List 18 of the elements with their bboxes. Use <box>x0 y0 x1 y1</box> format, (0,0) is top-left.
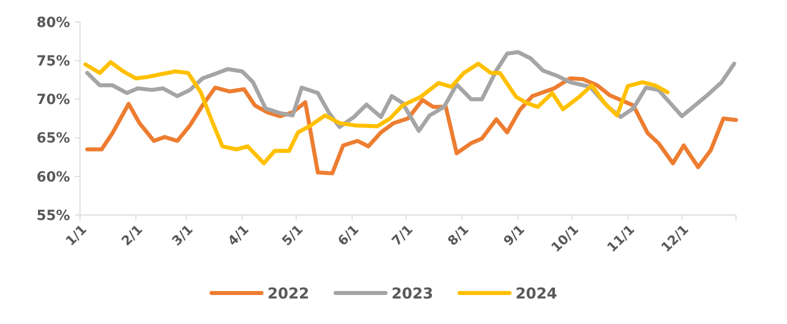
y-tick-label: 60% <box>36 169 70 186</box>
y-tick-label: 65% <box>36 130 70 147</box>
legend-label: 2022 <box>268 284 310 302</box>
legend-label: 2023 <box>392 284 434 302</box>
x-tick-label: 7/1 <box>389 222 416 250</box>
y-tick-label: 80% <box>36 14 70 31</box>
y-tick-label: 75% <box>36 54 70 70</box>
x-tick-label: 1/1 <box>63 222 90 250</box>
x-tick-label: 9/1 <box>501 222 528 250</box>
x-tick-label: 5/1 <box>280 222 306 250</box>
x-tick-label: 3/1 <box>170 222 196 250</box>
x-tick-label: 6/1 <box>335 222 362 250</box>
y-tick-label: 70% <box>36 92 70 108</box>
y-tick-label: 55% <box>36 208 70 224</box>
x-tick-label: 4/1 <box>225 222 252 250</box>
x-tick-label: 8/1 <box>445 222 472 250</box>
legend-label: 2024 <box>516 284 558 302</box>
x-tick-label: 2/1 <box>119 222 146 250</box>
